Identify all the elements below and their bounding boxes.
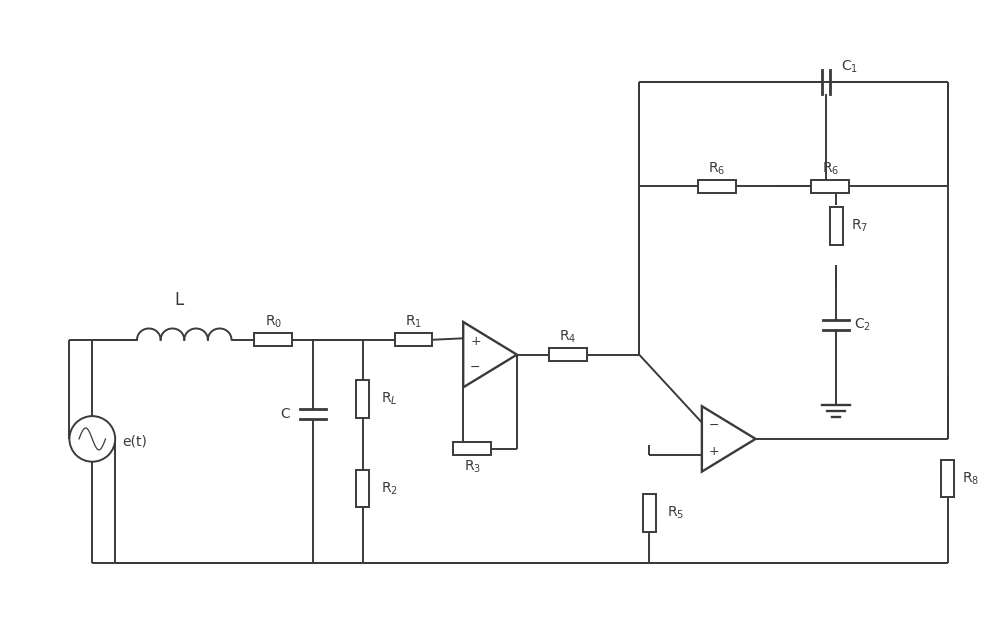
- Text: C: C: [280, 407, 290, 421]
- Text: R$_5$: R$_5$: [667, 505, 684, 521]
- Bar: [941, 460, 954, 497]
- Text: R$_1$: R$_1$: [405, 314, 422, 330]
- Text: R$_L$: R$_L$: [381, 391, 397, 408]
- Bar: [830, 207, 843, 245]
- Bar: [453, 442, 491, 455]
- Text: +: +: [470, 335, 481, 348]
- Bar: [395, 333, 432, 346]
- Text: R$_6$: R$_6$: [708, 160, 725, 177]
- Text: R$_8$: R$_8$: [962, 470, 980, 487]
- Text: C$_1$: C$_1$: [841, 59, 858, 76]
- Polygon shape: [463, 322, 517, 387]
- Text: R$_6$: R$_6$: [822, 160, 839, 177]
- Text: −: −: [470, 361, 481, 374]
- Circle shape: [69, 416, 115, 462]
- Text: R$_3$: R$_3$: [464, 459, 481, 475]
- Bar: [643, 495, 656, 532]
- Text: R$_7$: R$_7$: [851, 218, 868, 234]
- Bar: [356, 380, 369, 418]
- Polygon shape: [702, 406, 756, 471]
- Bar: [254, 333, 292, 346]
- Bar: [356, 469, 369, 507]
- Bar: [549, 348, 587, 361]
- Text: R$_2$: R$_2$: [381, 480, 398, 497]
- Text: −: −: [709, 420, 719, 432]
- Bar: [698, 180, 736, 192]
- Bar: [811, 180, 849, 192]
- Text: e(t): e(t): [122, 435, 147, 449]
- Text: R$_0$: R$_0$: [265, 314, 282, 330]
- Text: +: +: [709, 445, 719, 459]
- Text: L: L: [175, 291, 184, 309]
- Text: C$_2$: C$_2$: [854, 317, 871, 333]
- Text: R$_4$: R$_4$: [559, 329, 576, 345]
